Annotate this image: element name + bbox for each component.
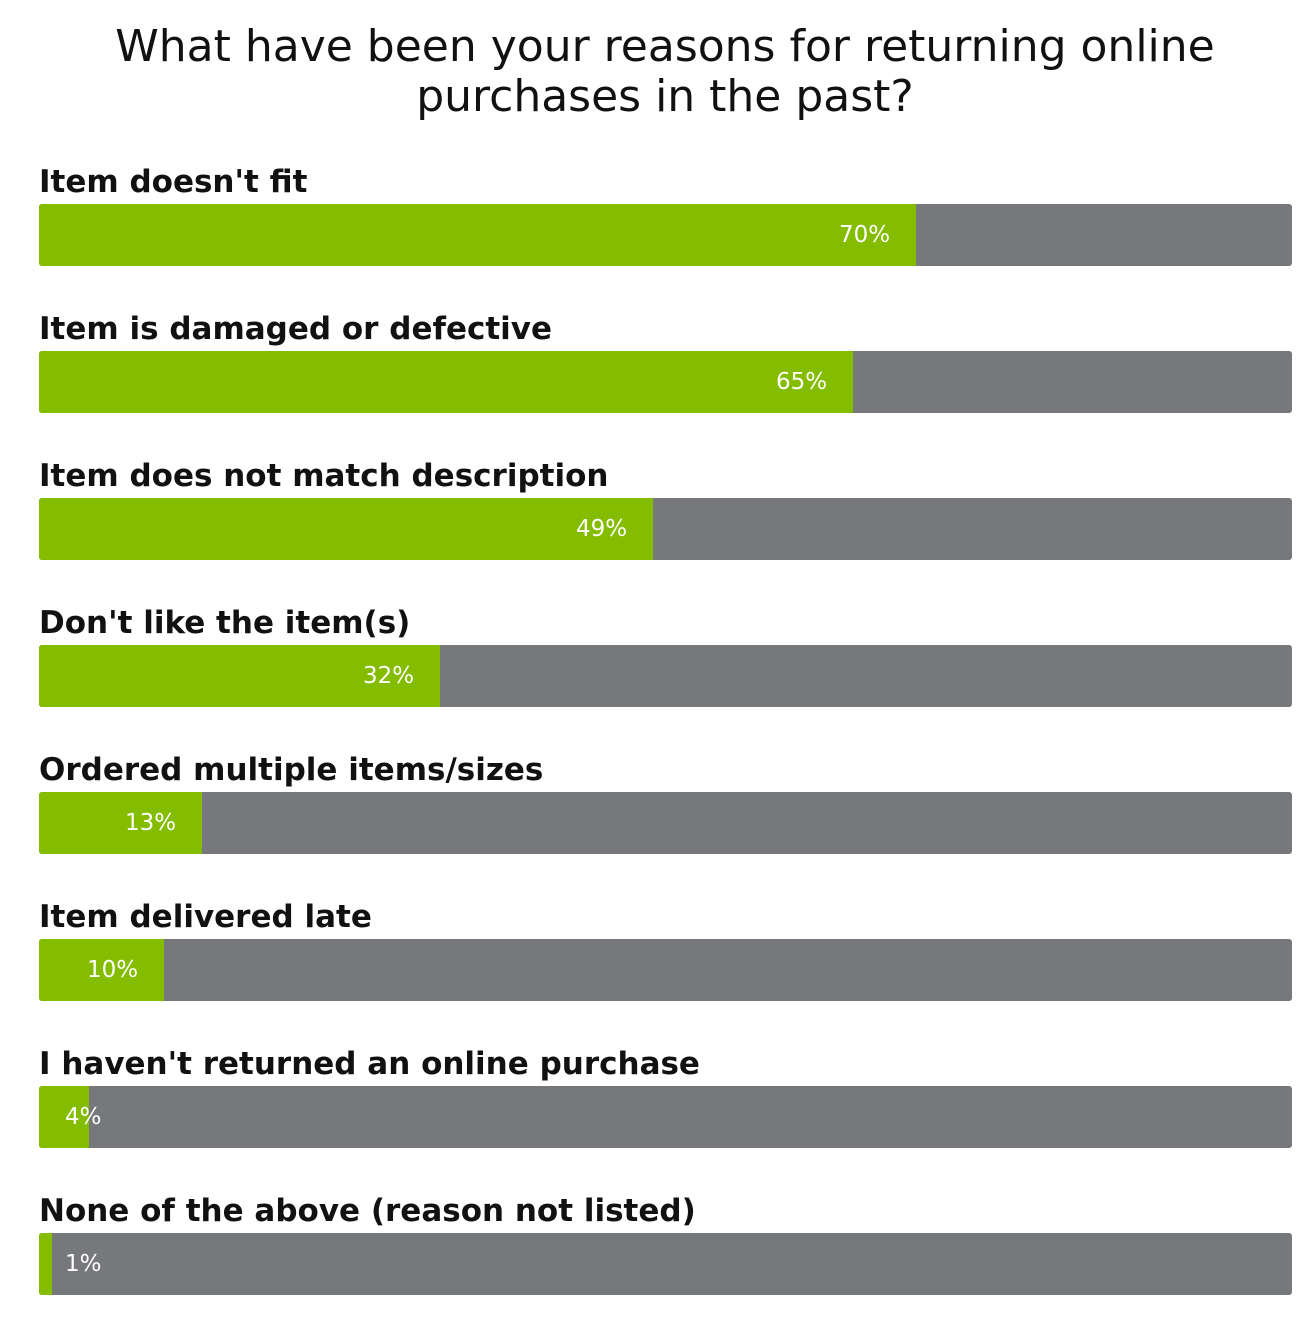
value-label: 13%: [125, 810, 177, 836]
value-label: 49%: [576, 516, 628, 542]
bar-fill: [39, 792, 202, 854]
bar-row: Item doesn't fit 70%: [39, 160, 1292, 307]
bar-track: 4%: [39, 1086, 1292, 1148]
bar-track: 1%: [39, 1233, 1292, 1295]
category-label: None of the above (reason not listed): [39, 1193, 696, 1229]
bar-row: I haven't returned an online purchase 4%: [39, 1042, 1292, 1189]
bar-row: Item is damaged or defective 65%: [39, 307, 1292, 454]
bar-fill: [39, 204, 916, 266]
value-label: 1%: [65, 1251, 102, 1277]
value-label: 70%: [839, 222, 891, 248]
value-label: 10%: [87, 957, 139, 983]
bar-track: 10%: [39, 939, 1292, 1001]
category-label: Ordered multiple items/sizes: [39, 752, 544, 788]
bar-track: 13%: [39, 792, 1292, 854]
category-label: Item does not match description: [39, 458, 609, 494]
bar-fill: [39, 1086, 89, 1148]
bar-fill: [39, 1233, 52, 1295]
category-label: Item is damaged or defective: [39, 311, 553, 347]
bar-row: None of the above (reason not listed) 1%: [39, 1189, 1292, 1336]
bar-track: 70%: [39, 204, 1292, 266]
value-label: 4%: [65, 1104, 102, 1130]
category-label: Don't like the item(s): [39, 605, 411, 641]
value-label: 32%: [363, 663, 415, 689]
bar-track: 32%: [39, 645, 1292, 707]
bar-track: 49%: [39, 498, 1292, 560]
value-label: 65%: [776, 369, 828, 395]
bar-fill: [39, 645, 440, 707]
chart-title: What have been your reasons for returnin…: [115, 21, 1215, 122]
bar-row: Don't like the item(s) 32%: [39, 601, 1292, 748]
bar-fill: [39, 498, 653, 560]
bar-fill: [39, 939, 164, 1001]
bar-fill: [39, 351, 853, 413]
bar-row: Item does not match description 49%: [39, 454, 1292, 601]
bar-row: Ordered multiple items/sizes 13%: [39, 748, 1292, 895]
category-label: Item delivered late: [39, 899, 372, 935]
category-label: Item doesn't fit: [39, 164, 308, 200]
bar-row: Item delivered late 10%: [39, 895, 1292, 1042]
bar-track: 65%: [39, 351, 1292, 413]
category-label: I haven't returned an online purchase: [39, 1046, 700, 1082]
